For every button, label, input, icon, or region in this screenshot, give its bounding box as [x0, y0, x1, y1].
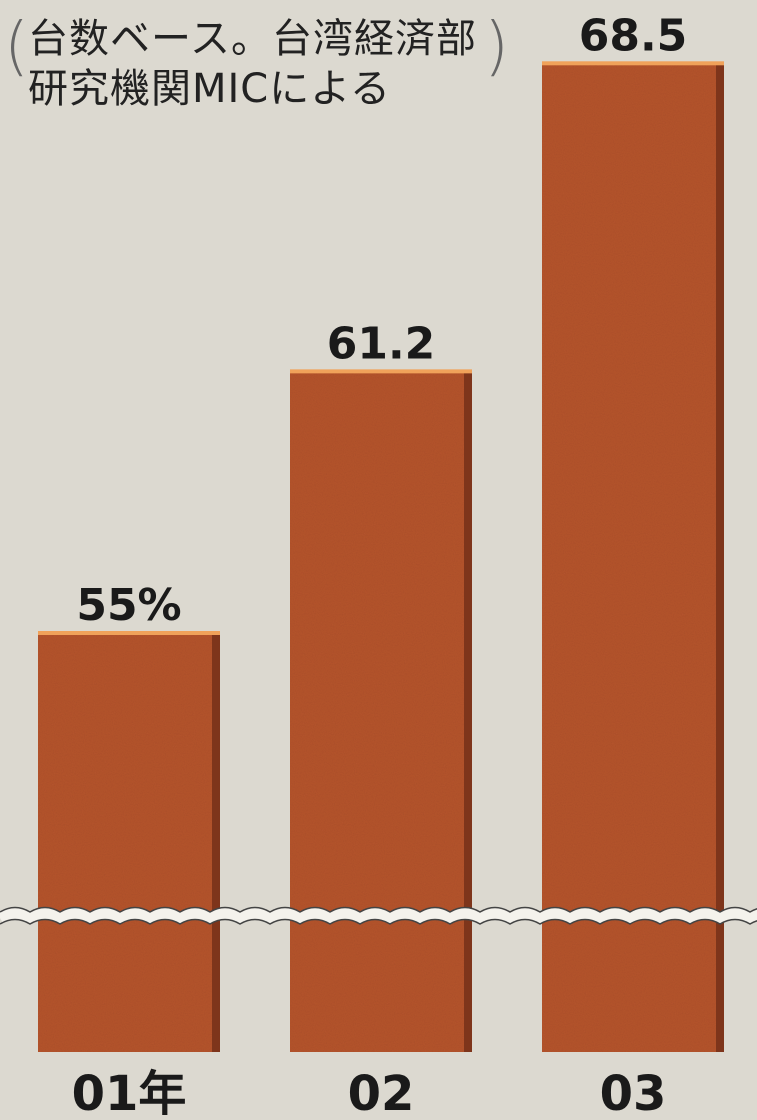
value-label-3: 68.5 — [579, 10, 688, 61]
value-label-1: 55% — [76, 580, 181, 631]
bar-side — [464, 372, 472, 1052]
axis-break-edge-bottom — [0, 918, 757, 925]
bar-2 — [290, 369, 472, 1052]
source-note-line2: 研究機関MICによる — [28, 66, 392, 112]
bar-face — [38, 634, 220, 1052]
bar-face — [290, 372, 472, 1052]
source-note-line1: 台数ベース。台湾経済部 — [28, 16, 477, 62]
bar-top-edge — [542, 61, 724, 66]
bar-3 — [542, 61, 724, 1053]
bar-top-edge — [38, 631, 220, 635]
source-note: 台数ベース。台湾経済部 研究機関MICによる — [28, 14, 477, 114]
category-label-1: 01年 — [72, 1066, 187, 1120]
axis-break-band — [0, 908, 757, 925]
labels-layer: 55% 01年 61.2 02 68.5 03 — [72, 10, 688, 1120]
category-label-3: 03 — [600, 1066, 667, 1120]
category-label-2: 02 — [348, 1066, 415, 1120]
axis-break-edge-top — [0, 906, 757, 913]
open-paren-icon: ( — [4, 10, 29, 84]
bars-layer — [0, 61, 757, 1053]
bar-1 — [38, 631, 220, 1052]
bar-side — [212, 634, 220, 1052]
bar-side — [716, 64, 724, 1053]
value-label-2: 61.2 — [327, 318, 436, 369]
bar-face — [542, 64, 724, 1053]
bar-top-edge — [290, 369, 472, 374]
close-paren-icon: ) — [484, 10, 509, 84]
